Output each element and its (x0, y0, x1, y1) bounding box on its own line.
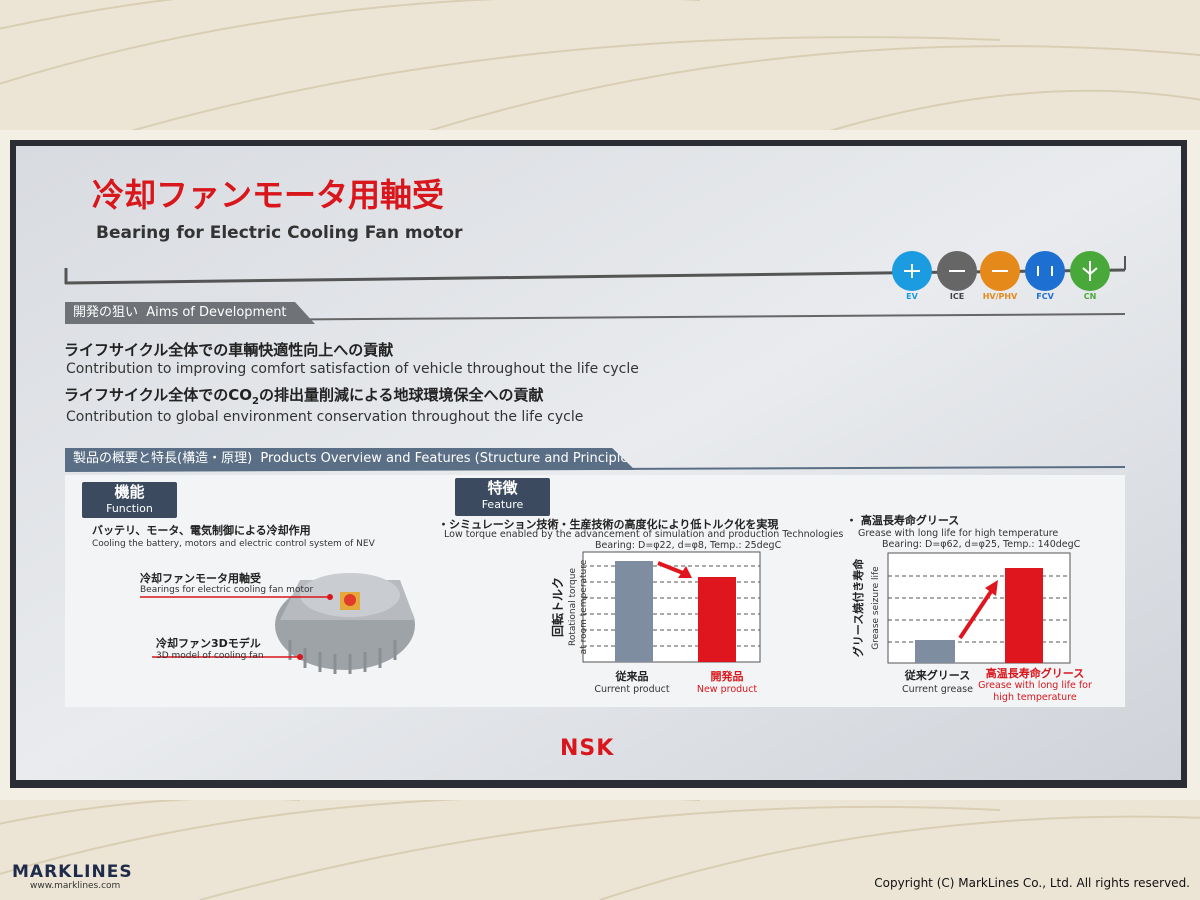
aim-ja: ライフサイクル全体でのCO2の排出量削減による地球環境保全への貢献 (64, 384, 544, 407)
bar-label: Grease with long life for (978, 680, 1092, 691)
tag-ja: 機能 (114, 483, 145, 501)
copyright: Copyright (C) MarkLines Co., Ltd. All ri… (874, 876, 1190, 890)
subscript: 2 (252, 396, 259, 407)
feature-tag: 特徴 Feature (455, 478, 550, 516)
bar-label: Current grease (902, 684, 973, 695)
axis-label: Rotational torque (568, 568, 578, 647)
heading-ja: 製品の概要と特長(構造・原理) (73, 451, 253, 466)
axis-label: at room temperature (579, 559, 589, 654)
tag-ja: 特徴 (487, 479, 518, 497)
callout-en: Bearings for electric cooling fan motor (140, 585, 314, 595)
aim-en: Contribution to global environment conse… (66, 409, 584, 425)
text: ライフサイクル全体でのCO (64, 386, 253, 404)
title-ja: 冷却ファンモータ用軸受 (92, 176, 445, 214)
title-en: Bearing for Electric Cooling Fan motor (96, 223, 463, 243)
section-header: 開発の狙い Aims of Development (65, 302, 315, 324)
heading-en: Aims of Development (146, 305, 287, 320)
text: の排出量削減による地球環境保全への貢献 (258, 386, 544, 404)
feature-en: Low torque enabled by the advancement of… (444, 529, 844, 540)
spec: Bearing: D=φ62, d=φ25, Temp.: 140degC (882, 539, 1081, 550)
tag-en: Function (106, 502, 153, 515)
tag-en: Feature (481, 498, 524, 511)
feature-en: Grease with long life for high temperatu… (858, 528, 1059, 539)
function-ja: バッテリ、モータ、電気制御による冷却作用 (92, 524, 311, 537)
bar-label: 従来品 (615, 670, 649, 683)
aim-ja: ライフサイクル全体での車輌快適性向上への貢献 (64, 341, 394, 359)
feature-ja: ・シミュレーション技術・生産技術の高度化により低トルク化を実現 (438, 518, 779, 531)
callout-en: 3D model of cooling fan (156, 651, 264, 661)
bar-label: 従来グリース (904, 669, 971, 682)
spec: Bearing: D=φ22, d=φ8, Temp.: 25degC (595, 540, 782, 551)
footer-logo: MARKLINES (12, 862, 133, 882)
icon-label: FCV (1036, 292, 1054, 301)
bar-label: 開発品 (710, 670, 744, 683)
bar-label: Current product (594, 684, 670, 695)
icon-label: CN (1083, 292, 1097, 301)
fan-illustration (275, 573, 415, 674)
footer-url: www.marklines.com (30, 881, 121, 891)
callout-ja: 冷却ファンモータ用軸受 (140, 572, 261, 585)
bar-label: 高温長寿命グリース (985, 667, 1085, 680)
heading-ja: 開発の狙い (73, 305, 139, 320)
function-tag: 機能 Function (82, 482, 177, 518)
axis-label: Grease seizure life (871, 566, 881, 650)
icon-label: HV/PHV (982, 292, 1018, 301)
feature-ja: ・ 高温長寿命グリース (846, 514, 960, 527)
function-en: Cooling the battery, motors and electric… (92, 539, 375, 549)
section-header: 製品の概要と特長(構造・原理) Products Overview and Fe… (65, 448, 635, 470)
bar-label: New product (696, 684, 758, 695)
icon-label: EV (906, 292, 918, 301)
heading-en: Products Overview and Features (Structur… (260, 451, 634, 466)
icon-label: ICE (949, 292, 965, 301)
grease-chart (887, 552, 1071, 664)
axis-label: グリース焼付き寿命 (851, 558, 865, 657)
callout-ja: 冷却ファン3Dモデル (156, 637, 261, 650)
aim-en: Contribution to improving comfort satisf… (66, 361, 639, 377)
brand-logo: NSK (560, 736, 615, 761)
bar-label: high temperature (993, 692, 1077, 703)
axis-label: 回転トルク (550, 577, 565, 637)
torque-chart (582, 551, 761, 663)
